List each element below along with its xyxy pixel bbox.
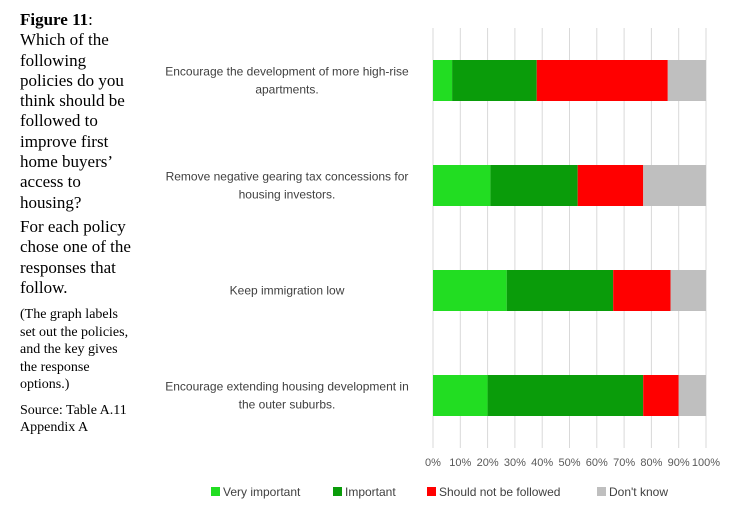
bar-segment xyxy=(433,270,507,311)
legend-swatch xyxy=(211,487,220,496)
bar-segment xyxy=(667,60,706,101)
x-tick-label: 30% xyxy=(504,457,526,469)
legend-label: Don't know xyxy=(609,485,668,499)
category-label: Keep immigration low xyxy=(230,284,345,298)
x-tick-label: 80% xyxy=(640,457,662,469)
bar-segment xyxy=(490,165,578,206)
category-label: Encourage extending housing development … xyxy=(165,380,409,394)
legend-label: Should not be followed xyxy=(439,485,560,499)
x-tick-label: 70% xyxy=(613,457,635,469)
x-tick-label: 10% xyxy=(449,457,471,469)
bar-segment xyxy=(433,375,488,416)
legend-swatch xyxy=(427,487,436,496)
x-tick-label: 0% xyxy=(425,457,441,469)
figure-title: Figure 11: Which of the following polici… xyxy=(20,10,132,213)
x-tick-label: 40% xyxy=(531,457,553,469)
bar-segment xyxy=(577,165,644,206)
figure-source: Source: Table A.11 Appendix A xyxy=(20,402,127,436)
figure-label: Figure 11 xyxy=(20,10,89,29)
x-tick-label: 90% xyxy=(668,457,690,469)
category-label: Remove negative gearing tax concessions … xyxy=(166,170,409,184)
bar-segment xyxy=(678,375,706,416)
legend-label: Important xyxy=(345,485,396,499)
figure-note: (The graph labels set out the policies, … xyxy=(20,307,129,393)
bar-segment xyxy=(536,60,668,101)
category-label: housing investors. xyxy=(239,188,336,202)
bar-segment xyxy=(643,375,679,416)
bar-segment xyxy=(643,165,706,206)
x-tick-label: 20% xyxy=(477,457,499,469)
bar-segment xyxy=(433,60,453,101)
x-tick-label: 100% xyxy=(692,457,720,469)
category-label: apartments. xyxy=(255,83,318,97)
figure-caption: Figure 11: Which of the following polici… xyxy=(20,10,132,437)
legend-swatch xyxy=(597,487,606,496)
figure-instruction: For each policy chose one of the respons… xyxy=(20,216,131,297)
figure-separator: : xyxy=(88,10,93,29)
x-tick-label: 50% xyxy=(558,457,580,469)
legend-label: Very important xyxy=(223,485,301,499)
bar-segment xyxy=(487,375,644,416)
bar-segment xyxy=(433,165,491,206)
category-label: Encourage the development of more high-r… xyxy=(165,65,409,79)
figure-question: Which of the following policies do you t… xyxy=(20,30,125,212)
bar-segment xyxy=(670,270,706,311)
legend-swatch xyxy=(333,487,342,496)
category-label: the outer suburbs. xyxy=(239,398,336,412)
bar-segment xyxy=(613,270,671,311)
bar-segment xyxy=(452,60,537,101)
bar-segment xyxy=(506,270,614,311)
x-tick-label: 60% xyxy=(586,457,608,469)
